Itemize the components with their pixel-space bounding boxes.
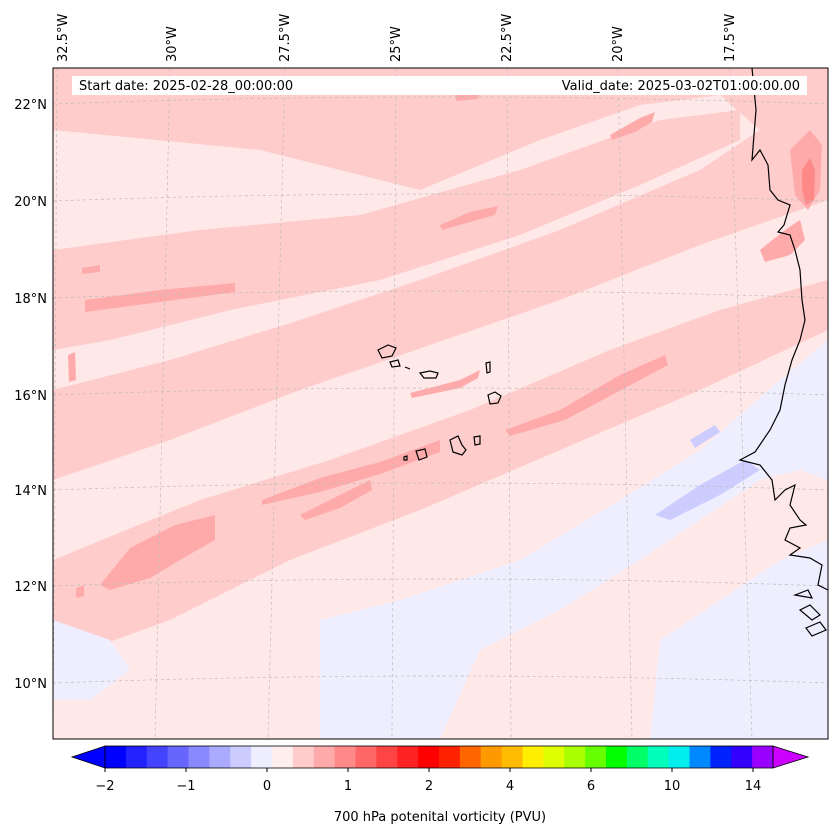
lat-label: 14°N bbox=[14, 484, 47, 499]
lon-label: 20°W bbox=[611, 26, 626, 62]
colorbar-cell bbox=[355, 746, 377, 768]
lon-label: 30°W bbox=[165, 26, 180, 62]
pv-negative-region bbox=[650, 540, 828, 739]
lat-label: 12°N bbox=[14, 580, 47, 595]
lon-label: 22.5°W bbox=[500, 14, 515, 62]
cape-verde-islands bbox=[377, 344, 502, 461]
colorbar-max-extend bbox=[772, 745, 810, 769]
pv-streak bbox=[610, 112, 655, 140]
pv-negative-region bbox=[53, 620, 130, 700]
lat-label: 18°N bbox=[14, 292, 47, 307]
colorbar-ticks bbox=[104, 768, 754, 772]
colorbar-tick-label: 1 bbox=[344, 779, 352, 794]
colorbar-label: 700 hPa potenital vorticity (PVU) bbox=[334, 810, 546, 825]
colorbar-cell bbox=[522, 746, 544, 768]
colorbar-cell bbox=[272, 746, 294, 768]
colorbar-cell bbox=[752, 746, 774, 768]
map-frame bbox=[52, 67, 829, 740]
colorbar-cell bbox=[376, 746, 398, 768]
colorbar: −2 −1 0 1 2 4 6 10 14 700 hPa potenital … bbox=[70, 745, 810, 825]
colorbar-cell bbox=[105, 746, 127, 768]
africa-coastline bbox=[738, 68, 828, 591]
colorbar-cell bbox=[209, 746, 231, 768]
pv-negative-region bbox=[655, 460, 760, 520]
colorbar-outline bbox=[104, 745, 774, 769]
colorbar-cell bbox=[230, 746, 252, 768]
colorbar-cell bbox=[710, 746, 732, 768]
lat-label: 16°N bbox=[14, 389, 47, 404]
colorbar-cell bbox=[585, 746, 607, 768]
colorbar-cell bbox=[292, 746, 315, 768]
colorbar-cell bbox=[689, 746, 711, 768]
map-panel bbox=[53, 68, 828, 739]
pv-streak bbox=[262, 440, 440, 505]
colorbar-cell bbox=[167, 746, 190, 768]
colorbar-tick-label: 0 bbox=[263, 779, 271, 794]
colorbar-cell bbox=[606, 746, 628, 768]
colorbar-tick-label: 2 bbox=[425, 779, 433, 794]
colorbar-cells bbox=[105, 746, 774, 768]
pv-streak bbox=[76, 585, 84, 598]
pv-streak bbox=[85, 283, 235, 312]
lon-label: 25°W bbox=[389, 26, 404, 62]
colorbar-tick-label: −1 bbox=[176, 779, 195, 794]
start-date-label: Start date: 2025-02-28_00:00:00 bbox=[79, 79, 293, 94]
pv-contour-band bbox=[53, 240, 828, 550]
colorbar-tick-label: 4 bbox=[506, 779, 514, 794]
pv-negative-region bbox=[690, 425, 720, 448]
pv-streak bbox=[300, 480, 372, 520]
colorbar-cell bbox=[731, 746, 753, 768]
pv-streak bbox=[760, 220, 805, 262]
colorbar-cell bbox=[459, 746, 482, 768]
colorbar-cell bbox=[251, 746, 273, 768]
colorbar-tick-label: 6 bbox=[587, 779, 595, 794]
longitude-labels: 32.5°W 30°W 27.5°W 25°W 22.5°W 20°W 17.5… bbox=[56, 14, 738, 62]
colorbar-cell bbox=[334, 746, 357, 768]
graticule bbox=[53, 68, 828, 739]
colorbar-cell bbox=[397, 746, 419, 768]
colorbar-cell bbox=[418, 746, 440, 768]
pv-streak bbox=[802, 158, 815, 205]
pv-streak bbox=[505, 355, 668, 436]
colorbar-cell bbox=[564, 746, 586, 768]
colorbar-min-extend bbox=[70, 745, 106, 769]
colorbar-cell bbox=[501, 746, 524, 768]
pv-streak bbox=[68, 352, 76, 382]
colorbar-cell bbox=[543, 746, 565, 768]
pv-streak bbox=[82, 265, 100, 274]
colorbar-cell bbox=[626, 746, 649, 768]
colorbar-cell bbox=[647, 746, 670, 768]
lat-label: 10°N bbox=[14, 677, 47, 692]
pv-streak bbox=[410, 370, 480, 398]
valid-date-label: Valid_date: 2025-03-02T01:00:00.00 bbox=[562, 79, 800, 94]
lat-label: 20°N bbox=[14, 195, 47, 210]
latitude-labels: 22°N 20°N 18°N 16°N 14°N 12°N 10°N bbox=[14, 98, 47, 692]
date-info-box bbox=[72, 76, 807, 95]
colorbar-tick-label: 10 bbox=[664, 779, 681, 794]
colorbar-cell bbox=[313, 746, 336, 768]
lon-label: 27.5°W bbox=[278, 14, 293, 62]
colorbar-cell bbox=[439, 746, 461, 768]
colorbar-cell bbox=[188, 746, 210, 768]
colorbar-tick-label: −2 bbox=[95, 779, 114, 794]
pv-streak bbox=[440, 206, 498, 230]
lon-label: 32.5°W bbox=[56, 14, 71, 62]
colorbar-cell bbox=[146, 746, 169, 768]
africa-coastline bbox=[792, 589, 827, 637]
colorbar-cell bbox=[480, 746, 503, 768]
colorbar-tick-label: 14 bbox=[745, 779, 762, 794]
pv-streak bbox=[100, 515, 215, 590]
lat-label: 22°N bbox=[14, 98, 47, 113]
colorbar-cell bbox=[668, 746, 691, 768]
colorbar-cell bbox=[125, 746, 148, 768]
lon-label: 17.5°W bbox=[723, 14, 738, 62]
